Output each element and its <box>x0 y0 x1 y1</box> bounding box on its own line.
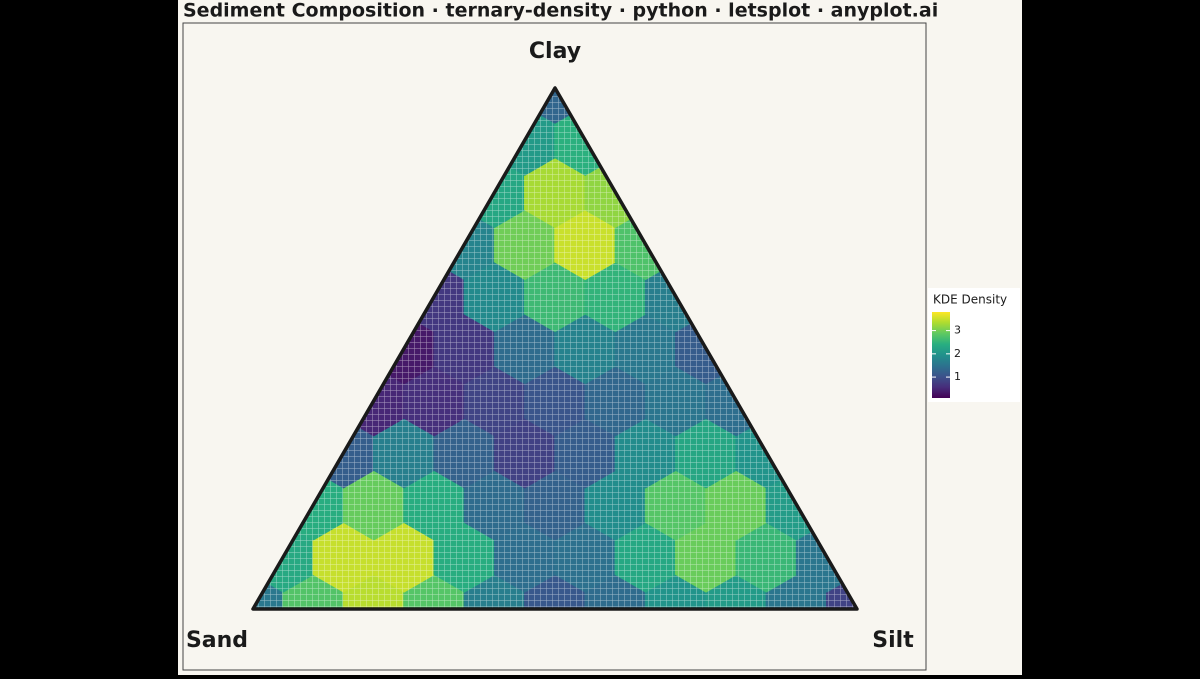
colorbar-tick-label: 1 <box>954 370 961 383</box>
colorbar <box>932 312 950 398</box>
axis-label-right: Silt <box>872 628 914 653</box>
triangle-frame <box>251 86 859 611</box>
colorbar-ticks: 1 2 3 <box>932 324 961 383</box>
chart-title: Sediment Composition · ternary-density ·… <box>183 0 938 22</box>
panel-border <box>182 22 927 671</box>
colorbar-tick-label: 2 <box>954 347 961 360</box>
axis-label-top: Clay <box>529 39 581 64</box>
axis-label-left: Sand <box>186 628 248 653</box>
colorbar-tick-label: 3 <box>954 324 961 337</box>
legend-title: KDE Density <box>933 293 1007 307</box>
